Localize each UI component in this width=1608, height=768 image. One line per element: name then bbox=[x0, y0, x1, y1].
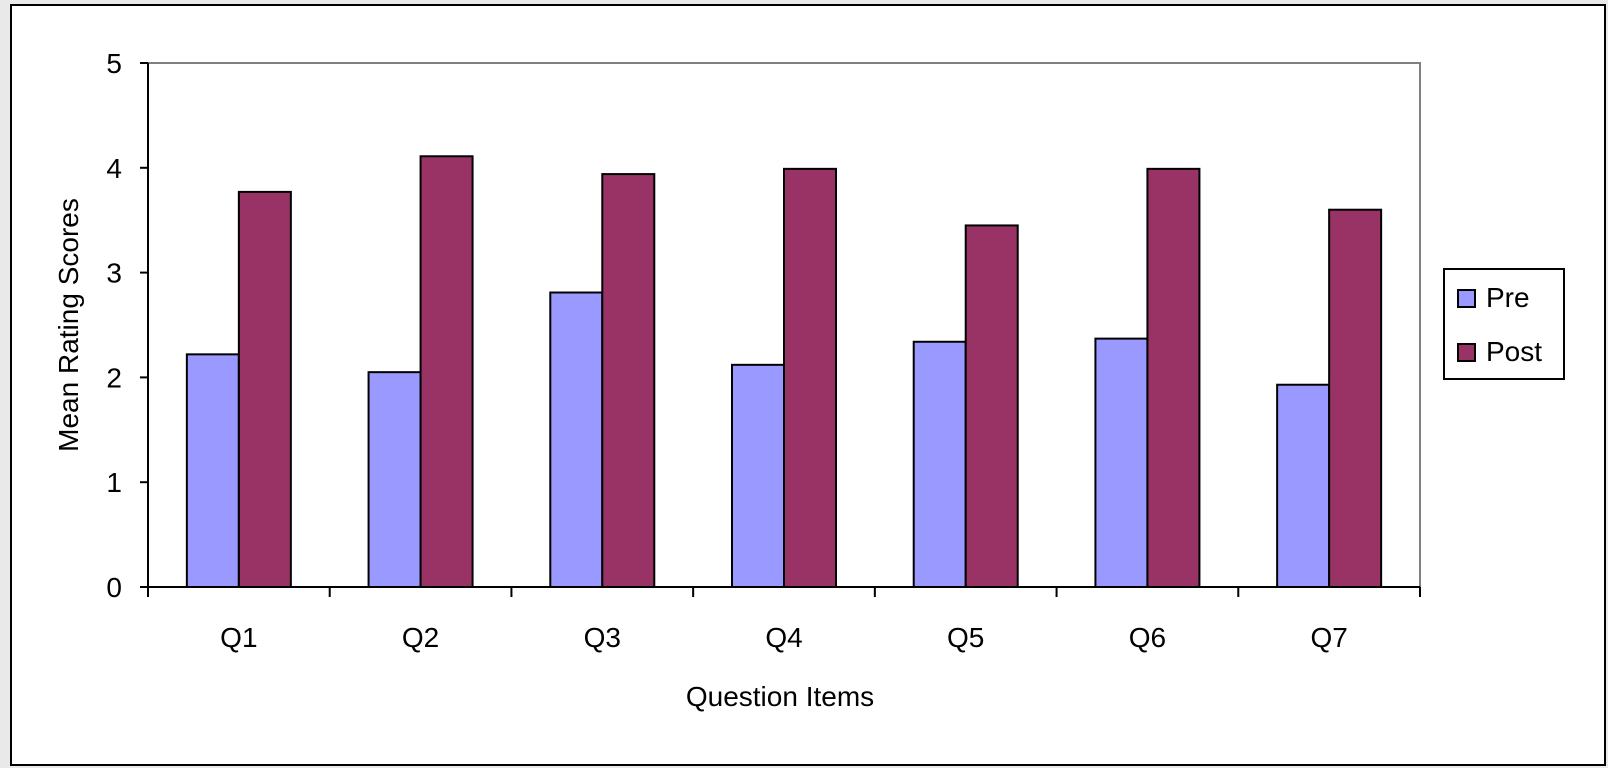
bar-pre-q4 bbox=[731, 363, 785, 588]
bar-pre-q1 bbox=[185, 353, 240, 588]
x-tick-label: Q5 bbox=[947, 622, 984, 653]
bar-pre-q3 bbox=[549, 291, 604, 588]
legend-swatch-pre bbox=[1457, 289, 1476, 308]
x-ticks-group: Q1 Q2 Q3 Q4 Q5 Q6 Q7 bbox=[147, 587, 1421, 653]
legend-label-post: Post bbox=[1486, 336, 1542, 367]
legend-label-pre: Pre bbox=[1486, 282, 1530, 313]
x-tick-label: Q3 bbox=[584, 622, 621, 653]
x-tick-label: Q1 bbox=[220, 622, 257, 653]
y-tick-label: 4 bbox=[106, 153, 122, 184]
y-tick-label: 5 bbox=[106, 48, 122, 79]
bar-pre-q7 bbox=[1276, 383, 1331, 588]
bar-post-q2 bbox=[419, 155, 474, 588]
y-tick-label: 1 bbox=[106, 467, 122, 498]
y-ticks-group: 0 1 2 3 4 5 bbox=[106, 48, 148, 603]
x-tick-label: Q6 bbox=[1129, 622, 1166, 653]
bar-post-q5 bbox=[964, 224, 1019, 588]
x-tick-label: Q2 bbox=[402, 622, 439, 653]
legend-swatch-post bbox=[1457, 343, 1476, 362]
y-tick-label: 0 bbox=[106, 572, 122, 603]
bars-group bbox=[185, 155, 1383, 589]
bar-post-q6 bbox=[1146, 167, 1201, 589]
bar-pre-q6 bbox=[1094, 337, 1149, 588]
y-tick-label: 2 bbox=[106, 362, 122, 393]
bar-pre-q2 bbox=[367, 371, 422, 588]
chart-svg: 0 1 2 3 4 5 Q1 Q2 Q3 Q4 Q5 Q6 Q7 Mean Rating Scores… bbox=[53, 48, 1565, 712]
legend: Pre Post bbox=[1443, 268, 1565, 380]
chart-frame: 0 1 2 3 4 5 Q1 Q2 Q3 Q4 Q5 Q6 Q7 Mean Rating Scores… bbox=[10, 4, 1606, 766]
x-axis-label: Question Items bbox=[686, 681, 874, 712]
bar-post-q1 bbox=[237, 190, 292, 589]
x-tick-label: Q4 bbox=[765, 622, 802, 653]
bar-post-q4 bbox=[783, 167, 837, 589]
y-tick-label: 3 bbox=[106, 258, 122, 289]
x-tick-label: Q7 bbox=[1310, 622, 1347, 653]
bar-post-q3 bbox=[601, 173, 656, 588]
y-axis-label: Mean Rating Scores bbox=[53, 198, 84, 452]
bar-pre-q5 bbox=[912, 340, 967, 588]
bar-post-q7 bbox=[1328, 208, 1383, 588]
